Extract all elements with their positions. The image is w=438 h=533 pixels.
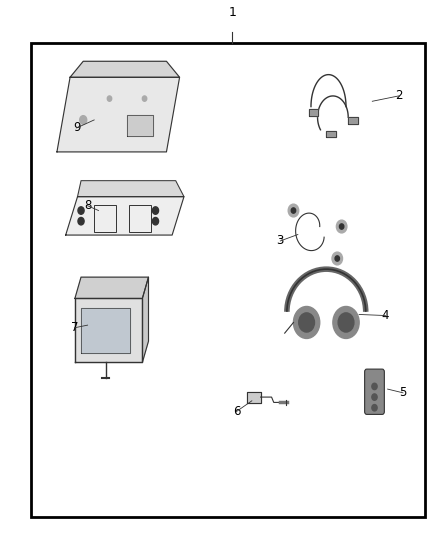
Bar bbox=[348, 117, 358, 124]
Circle shape bbox=[80, 116, 87, 124]
Polygon shape bbox=[142, 277, 148, 362]
Circle shape bbox=[142, 96, 147, 101]
Text: 1: 1 bbox=[228, 6, 236, 19]
Bar bbox=[129, 205, 151, 232]
Circle shape bbox=[293, 306, 320, 338]
Polygon shape bbox=[75, 298, 142, 362]
Circle shape bbox=[152, 217, 159, 225]
Text: 5: 5 bbox=[399, 386, 406, 399]
Circle shape bbox=[372, 383, 377, 390]
Circle shape bbox=[299, 313, 314, 332]
Text: 8: 8 bbox=[84, 199, 91, 212]
Bar bbox=[81, 308, 130, 353]
Circle shape bbox=[288, 204, 299, 217]
Bar bbox=[247, 392, 261, 403]
Bar bbox=[31, 43, 425, 517]
Circle shape bbox=[78, 217, 84, 225]
Circle shape bbox=[107, 96, 112, 101]
Polygon shape bbox=[78, 181, 184, 197]
Bar bbox=[326, 131, 336, 137]
Polygon shape bbox=[70, 61, 180, 77]
Circle shape bbox=[335, 256, 339, 261]
Text: 3: 3 bbox=[277, 235, 284, 247]
Text: 2: 2 bbox=[395, 90, 403, 102]
Circle shape bbox=[291, 208, 296, 213]
Bar bbox=[94, 205, 116, 232]
Polygon shape bbox=[66, 197, 184, 235]
Circle shape bbox=[78, 207, 84, 214]
Circle shape bbox=[372, 394, 377, 400]
Text: 7: 7 bbox=[71, 321, 78, 334]
Circle shape bbox=[338, 313, 354, 332]
Polygon shape bbox=[57, 77, 180, 152]
Text: 6: 6 bbox=[233, 405, 240, 418]
Text: 9: 9 bbox=[73, 122, 81, 134]
Bar bbox=[127, 115, 153, 136]
Circle shape bbox=[152, 207, 159, 214]
Circle shape bbox=[336, 220, 347, 233]
Circle shape bbox=[339, 224, 344, 229]
Circle shape bbox=[372, 405, 377, 411]
Circle shape bbox=[333, 306, 359, 338]
Text: 4: 4 bbox=[381, 309, 389, 322]
Polygon shape bbox=[75, 277, 148, 298]
Circle shape bbox=[332, 252, 343, 265]
Bar bbox=[309, 109, 318, 116]
Circle shape bbox=[128, 116, 135, 124]
FancyBboxPatch shape bbox=[364, 369, 385, 415]
